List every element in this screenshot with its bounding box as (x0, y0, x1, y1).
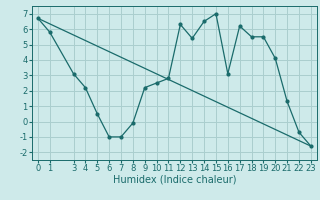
X-axis label: Humidex (Indice chaleur): Humidex (Indice chaleur) (113, 175, 236, 185)
